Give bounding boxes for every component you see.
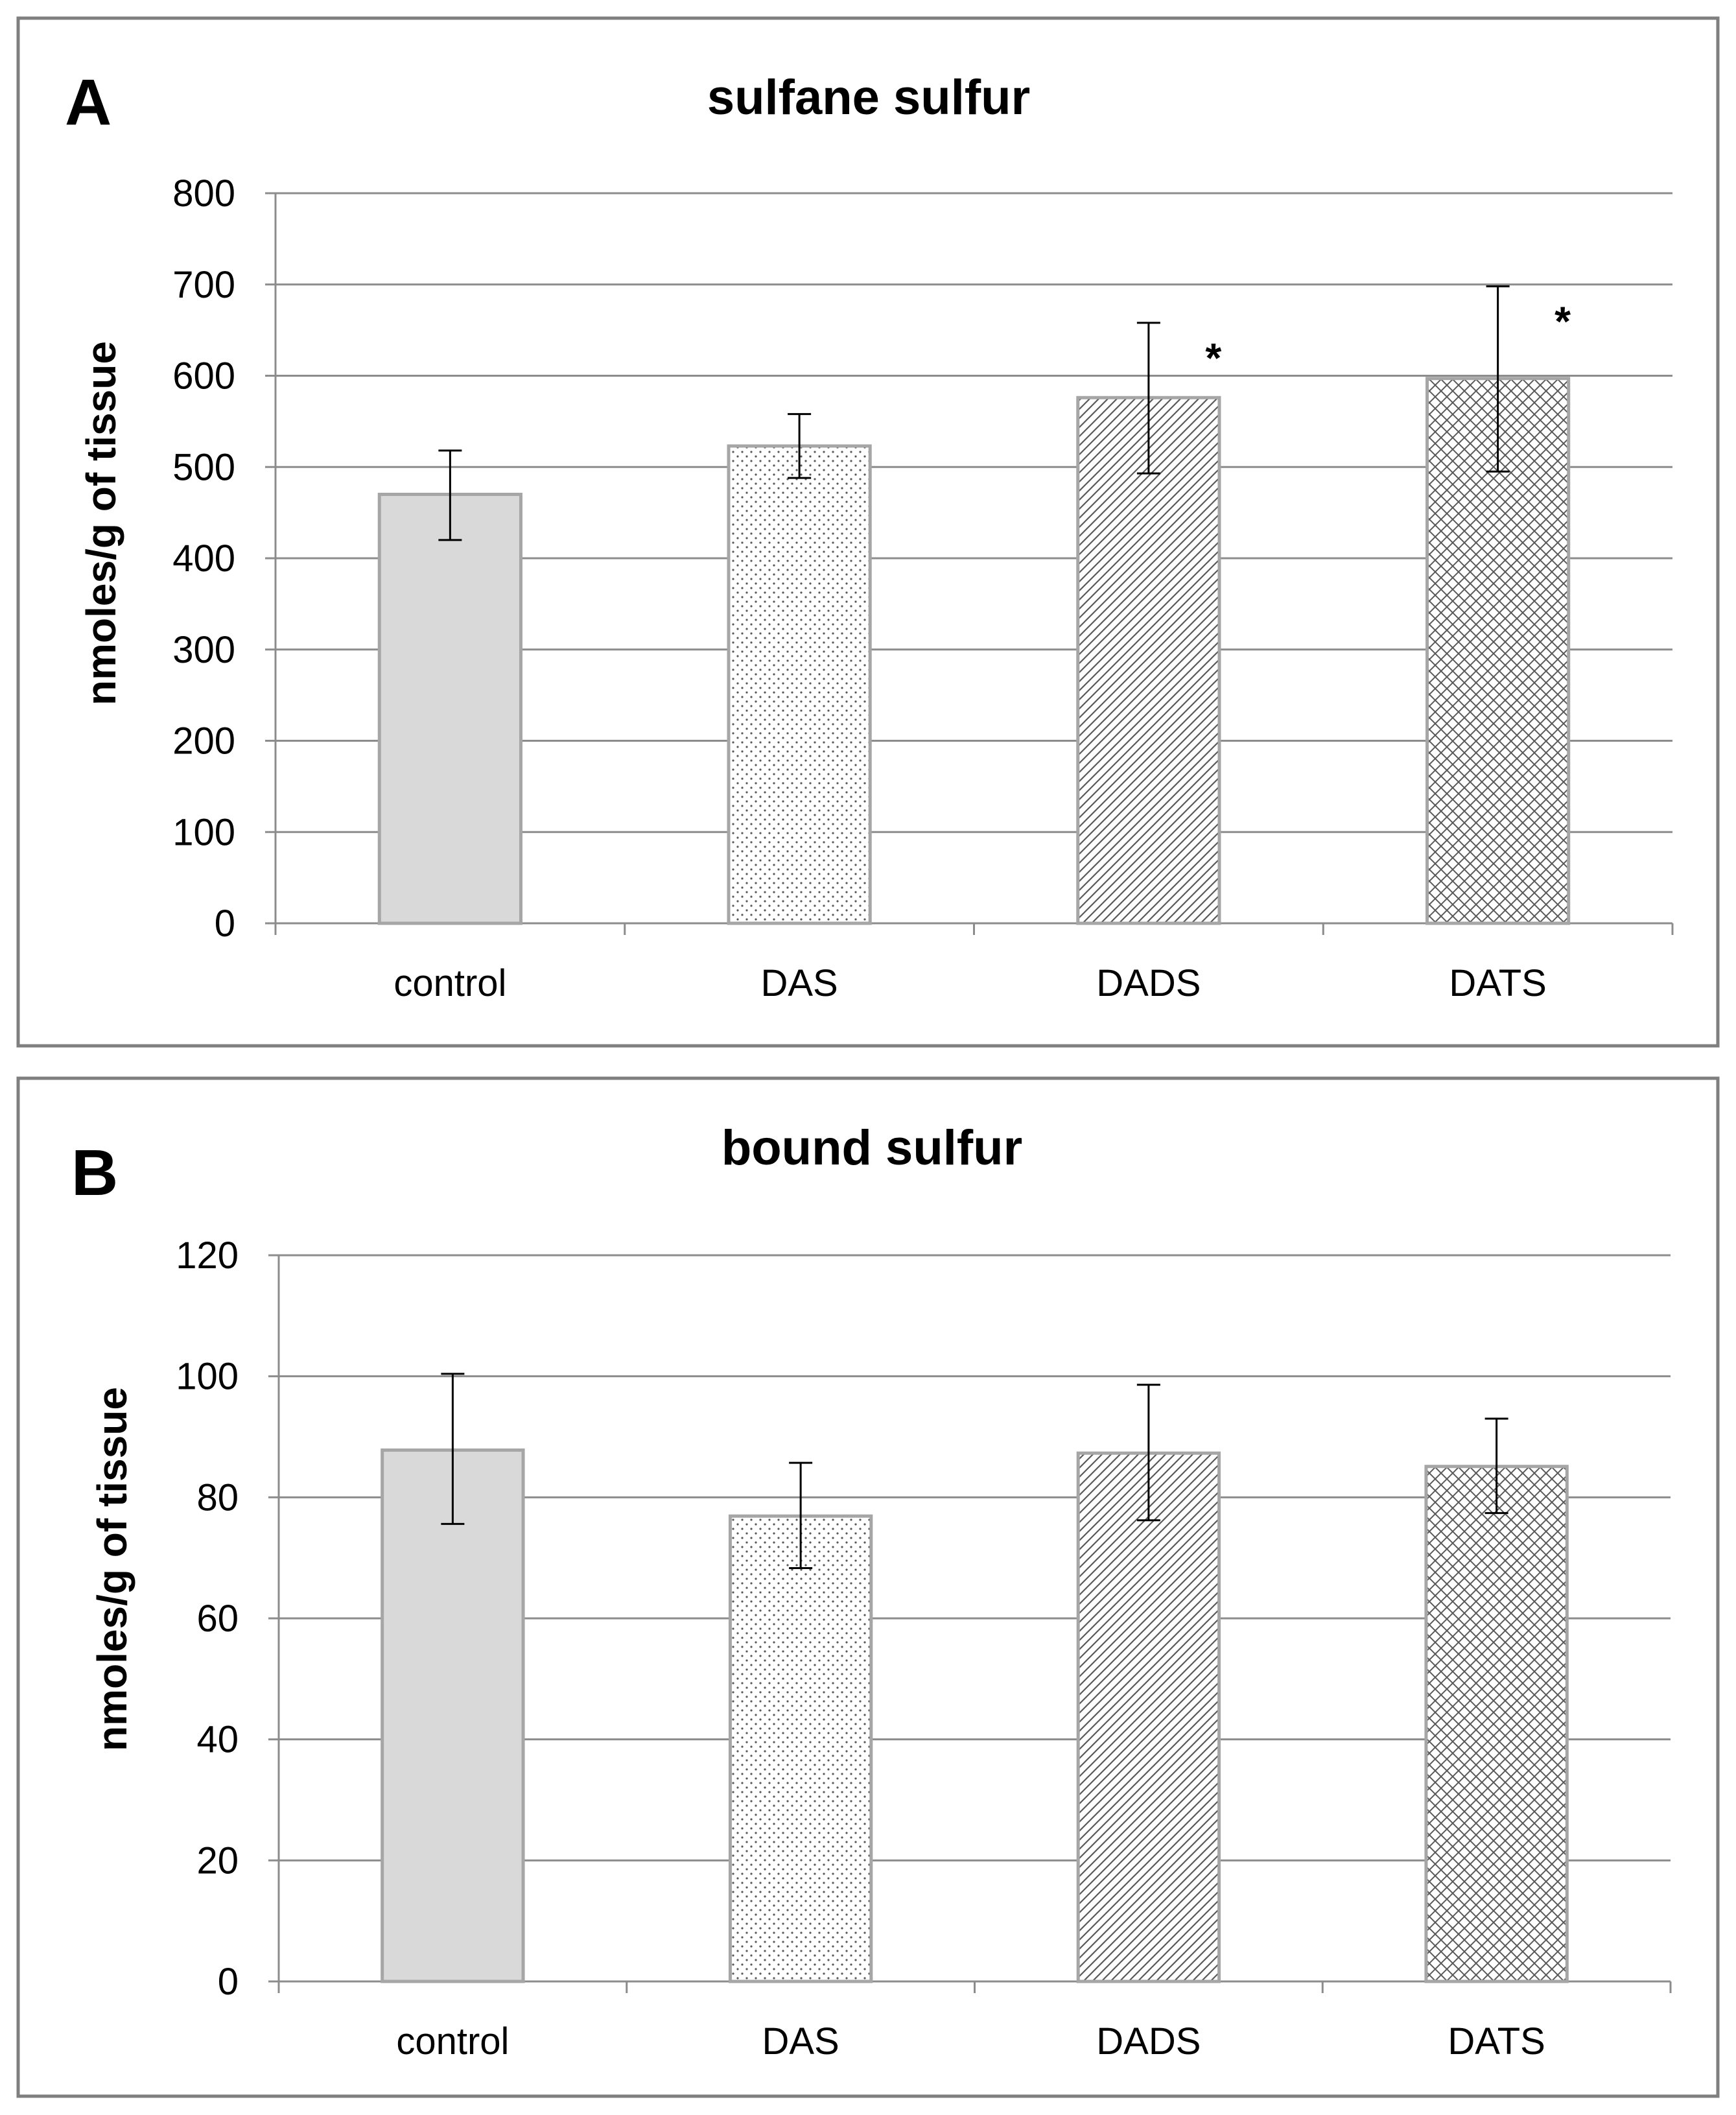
y-tick-label: 500: [172, 446, 235, 488]
y-tick-label: 100: [172, 811, 235, 853]
x-tick-label: control: [396, 2020, 509, 2062]
y-tick-label: 400: [172, 538, 235, 580]
chart-b: B bound sulfur nmoles/g of tissue 0 20 40 6…: [16, 1076, 1720, 2098]
panel-b: B bound sulfur nmoles/g of tissue 0 20 40 6…: [0, 1059, 1736, 2115]
x-tick-label: DATS: [1448, 2020, 1545, 2062]
x-tick-label: control: [393, 962, 506, 1004]
panel-a: A sulfane sulfur nmoles/g of tissue 0 100…: [16, 16, 1720, 1048]
x-tick-label: DADS: [1096, 2020, 1201, 2062]
bar-das: [727, 444, 872, 925]
bar-dads: [1076, 396, 1221, 925]
bar-dats: [1424, 1465, 1569, 1983]
y-axis-label: nmoles/g of tissue: [78, 341, 124, 705]
error-bar: [1136, 322, 1160, 475]
chart-a: A sulfane sulfur nmoles/g of tissue 0 100…: [16, 16, 1720, 1048]
bar-das: [728, 1514, 873, 1983]
y-tick-label: 80: [196, 1476, 239, 1518]
y-tick-label: 40: [196, 1719, 239, 1761]
significance-marker: *: [1554, 298, 1571, 345]
plot-area: 0 20 40 60 80 100 120 control DAS DADS DATS: [176, 1235, 1672, 2062]
y-tick-label: 300: [172, 629, 235, 671]
error-bar: [438, 449, 462, 541]
y-tick-label: 600: [172, 355, 235, 397]
error-bar: [1484, 1417, 1508, 1515]
bar-control: [381, 1448, 525, 1983]
y-tick-label: 120: [176, 1235, 239, 1277]
panel-letter: B: [71, 1137, 118, 1209]
y-tick-label: 0: [218, 1961, 239, 2003]
y-tick-label: 20: [196, 1839, 239, 1882]
y-tick-label: 200: [172, 720, 235, 762]
x-tick-label: DADS: [1096, 962, 1201, 1004]
x-tick-label: DAS: [760, 962, 838, 1004]
y-axis-label: nmoles/g of tissue: [89, 1387, 135, 1751]
y-tick-label: 60: [196, 1598, 239, 1640]
chart-title: sulfane sulfur: [707, 70, 1030, 125]
chart-title: bound sulfur: [721, 1120, 1022, 1176]
error-bar: [788, 413, 812, 479]
error-bar: [1486, 285, 1510, 473]
plot-area: 0 100 200 300 400 500 600 700 800 control DAS DADS *…: [172, 172, 1674, 1004]
error-bar: [441, 1373, 465, 1525]
x-tick-label: DATS: [1449, 962, 1546, 1004]
bar-dads: [1076, 1451, 1221, 1983]
error-bar: [789, 1461, 813, 1570]
panel-border: [16, 16, 1720, 1048]
panel-letter: A: [65, 66, 111, 139]
y-tick-label: 0: [215, 903, 235, 945]
y-tick-label: 800: [172, 172, 235, 215]
panel-border: [16, 1076, 1720, 2098]
error-bar: [1136, 1384, 1160, 1522]
bar-control: [377, 492, 522, 925]
x-tick-label: DAS: [762, 2020, 839, 2062]
significance-marker: *: [1205, 335, 1221, 381]
y-tick-label: 700: [172, 264, 235, 306]
y-tick-label: 100: [176, 1356, 239, 1398]
